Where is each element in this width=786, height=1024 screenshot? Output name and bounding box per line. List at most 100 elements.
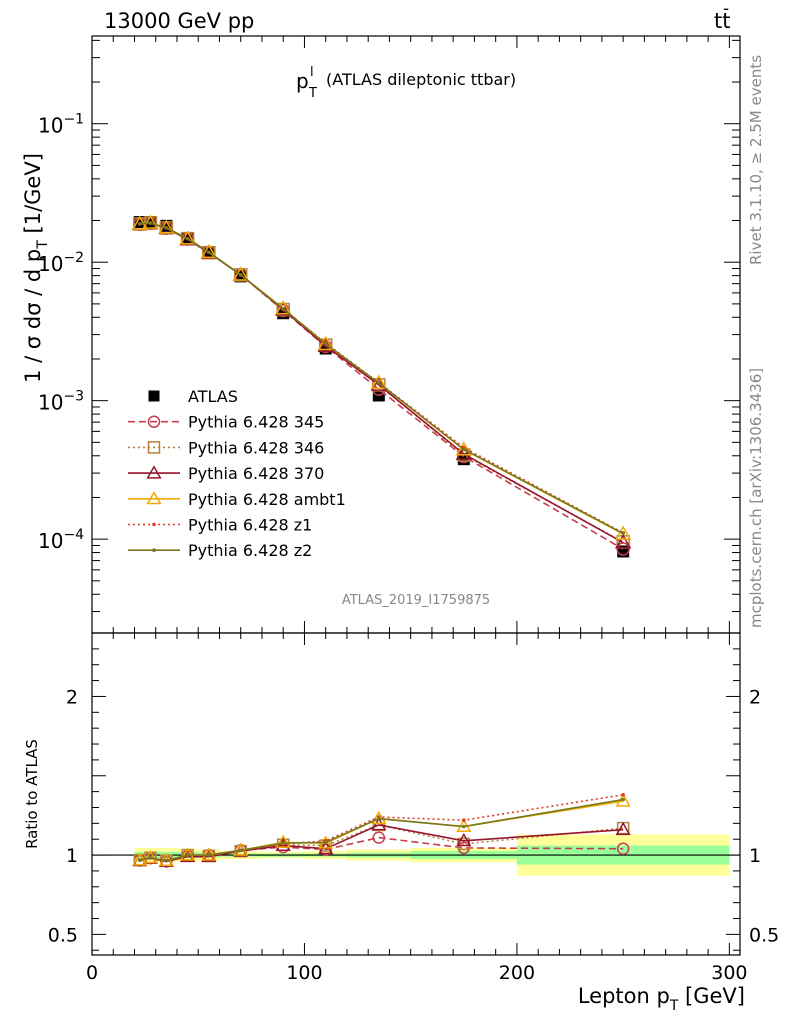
main-data-point — [614, 525, 632, 540]
main-y-tick-label: 10−1 — [38, 112, 84, 138]
legend-marker — [152, 548, 156, 552]
main-data-point — [142, 214, 159, 229]
ratio-data-point — [281, 841, 286, 845]
x-label-post: [GeV] — [678, 984, 745, 1008]
energy-label: 13000 GeV pp — [104, 9, 254, 33]
main-y-label-post: [1/GeV] — [21, 153, 45, 240]
ratio-y-tick-label-right: 0.5 — [749, 924, 779, 946]
legend-label: Pythia 6.428 z2 — [188, 541, 312, 560]
ratio-data-point — [371, 817, 387, 831]
ratio-data-point — [323, 840, 328, 845]
main-data-point — [281, 306, 286, 311]
process-label: tt — [714, 9, 730, 33]
ratio-y-tick-label-right: 2 — [749, 686, 761, 708]
main-data-point — [317, 337, 334, 352]
x-tick-label: 200 — [499, 962, 535, 984]
ratio-data-point — [377, 816, 381, 821]
x-tick-label: 100 — [286, 962, 322, 984]
main-data-point — [164, 226, 169, 230]
main-y-tick-label: 10−4 — [38, 527, 84, 553]
main-data-point — [207, 250, 211, 255]
legend-marker — [147, 415, 161, 428]
legend: ATLAS Pythia 6.428 345 Pythia 6.428 346 Pyt… — [128, 387, 346, 560]
x-label-pre: Lepton p — [578, 984, 670, 1008]
ratio-data-point — [621, 797, 625, 802]
ratio-data-point — [185, 853, 190, 857]
svg-text:1 / σ dσ / d pT [1/GeV]: 1 / σ dσ / d pT [1/GeV] — [21, 153, 51, 383]
ratio-data-point — [371, 810, 387, 825]
main-data-point — [275, 300, 292, 315]
main-y-label-sub: T — [35, 240, 51, 250]
ratio-y-tick-label: 2 — [66, 686, 78, 708]
ratio-data-point — [616, 842, 630, 855]
main-data-point — [377, 381, 381, 385]
legend-label: Pythia 6.428 346 — [188, 438, 324, 457]
plot-title-p: p — [296, 69, 309, 93]
ratio-ticks: 0 100 200 300 2 2 1 1 0.5 0.5 — [48, 633, 779, 984]
ratio-data-point — [207, 853, 211, 857]
legend-label: Pythia 6.428 z1 — [188, 516, 312, 535]
main-data-point — [323, 342, 328, 346]
main-data-point — [616, 542, 630, 556]
ratio-data-point — [615, 821, 631, 836]
x-label-sub: T — [669, 998, 679, 1014]
main-plot-panel: 10−1 10−2 10−3 10−4 — [38, 35, 741, 634]
main-data-point — [185, 236, 190, 241]
main-data-point — [200, 243, 218, 259]
x-tick-label: 0 — [86, 962, 98, 984]
main-data-point — [370, 376, 388, 391]
ratio-data-point — [275, 837, 291, 852]
x-tick-label: 300 — [711, 962, 747, 984]
ratio-y-tick-label: 0.5 — [48, 924, 78, 946]
main-data-point — [148, 221, 153, 225]
legend-marker — [148, 390, 160, 402]
ratio-data-point — [164, 858, 169, 863]
main-data-point — [462, 447, 466, 452]
main-data-point — [370, 374, 388, 389]
ratio-data-point — [138, 858, 142, 862]
legend-label: Pythia 6.428 ambt1 — [188, 490, 346, 509]
legend-marker — [146, 490, 162, 505]
main-ticks: 10−1 10−2 10−3 10−4 — [38, 36, 740, 633]
ratio-data-point — [372, 831, 386, 844]
ratio-data-point — [238, 848, 243, 853]
main-data-point — [317, 335, 334, 351]
main-data-point — [138, 222, 142, 226]
legend-label: ATLAS — [188, 387, 238, 406]
ratio-plot-frame — [91, 632, 741, 956]
analysis-id: ATLAS_2019_I1759875 — [342, 593, 490, 608]
legend-marker — [152, 522, 156, 527]
main-y-tick-label: 10−2 — [38, 250, 84, 276]
main-data-point — [614, 534, 632, 549]
ratio-data — [92, 792, 740, 868]
main-series-line — [139, 222, 624, 534]
ratio-y-axis-label: Ratio to ATLAS — [23, 739, 41, 849]
svg-text:Lepton pT [GeV]: Lepton pT [GeV] — [578, 984, 745, 1014]
ratio-data-point — [621, 792, 625, 797]
main-y-label-pre: 1 / σ dσ / d p — [21, 249, 45, 383]
ratio-y-tick-label: 1 — [66, 845, 78, 867]
plot-title-sub: T — [308, 86, 317, 101]
legend-label: Pythia 6.428 370 — [188, 464, 324, 483]
main-y-axis-label: 1 / σ dσ / d pT [1/GeV] — [21, 153, 51, 383]
plot-title-rest: (ATLAS dileptonic ttbar) — [326, 70, 516, 89]
legend-label: Pythia 6.428 345 — [188, 413, 324, 432]
main-data-point — [621, 531, 625, 536]
ratio-data-point — [456, 832, 472, 847]
ratio-data-point — [462, 818, 466, 822]
legend-marker — [147, 441, 161, 454]
main-data — [131, 214, 632, 558]
rivet-version: Rivet 3.1.10, ≥ 2.5M events — [747, 55, 765, 265]
mcplots-credit: mcplots.cern.ch [arXiv:1306.3436] — [747, 368, 765, 628]
ratio-plot-panel: 0 100 200 300 2 2 1 1 0.5 0.5 — [48, 632, 779, 984]
main-y-tick-label: 10−3 — [38, 389, 84, 415]
main-data-point — [232, 266, 249, 281]
plot-title: p l T (ATLAS dileptonic ttbar) — [296, 65, 516, 101]
ratio-data-point — [275, 834, 291, 848]
x-axis-label: Lepton pT [GeV] — [578, 984, 745, 1014]
ratio-data-point — [142, 849, 159, 864]
ratio-y-tick-label-right: 1 — [749, 845, 761, 867]
main-data-point — [238, 273, 243, 277]
ratio-data-point — [148, 855, 153, 860]
